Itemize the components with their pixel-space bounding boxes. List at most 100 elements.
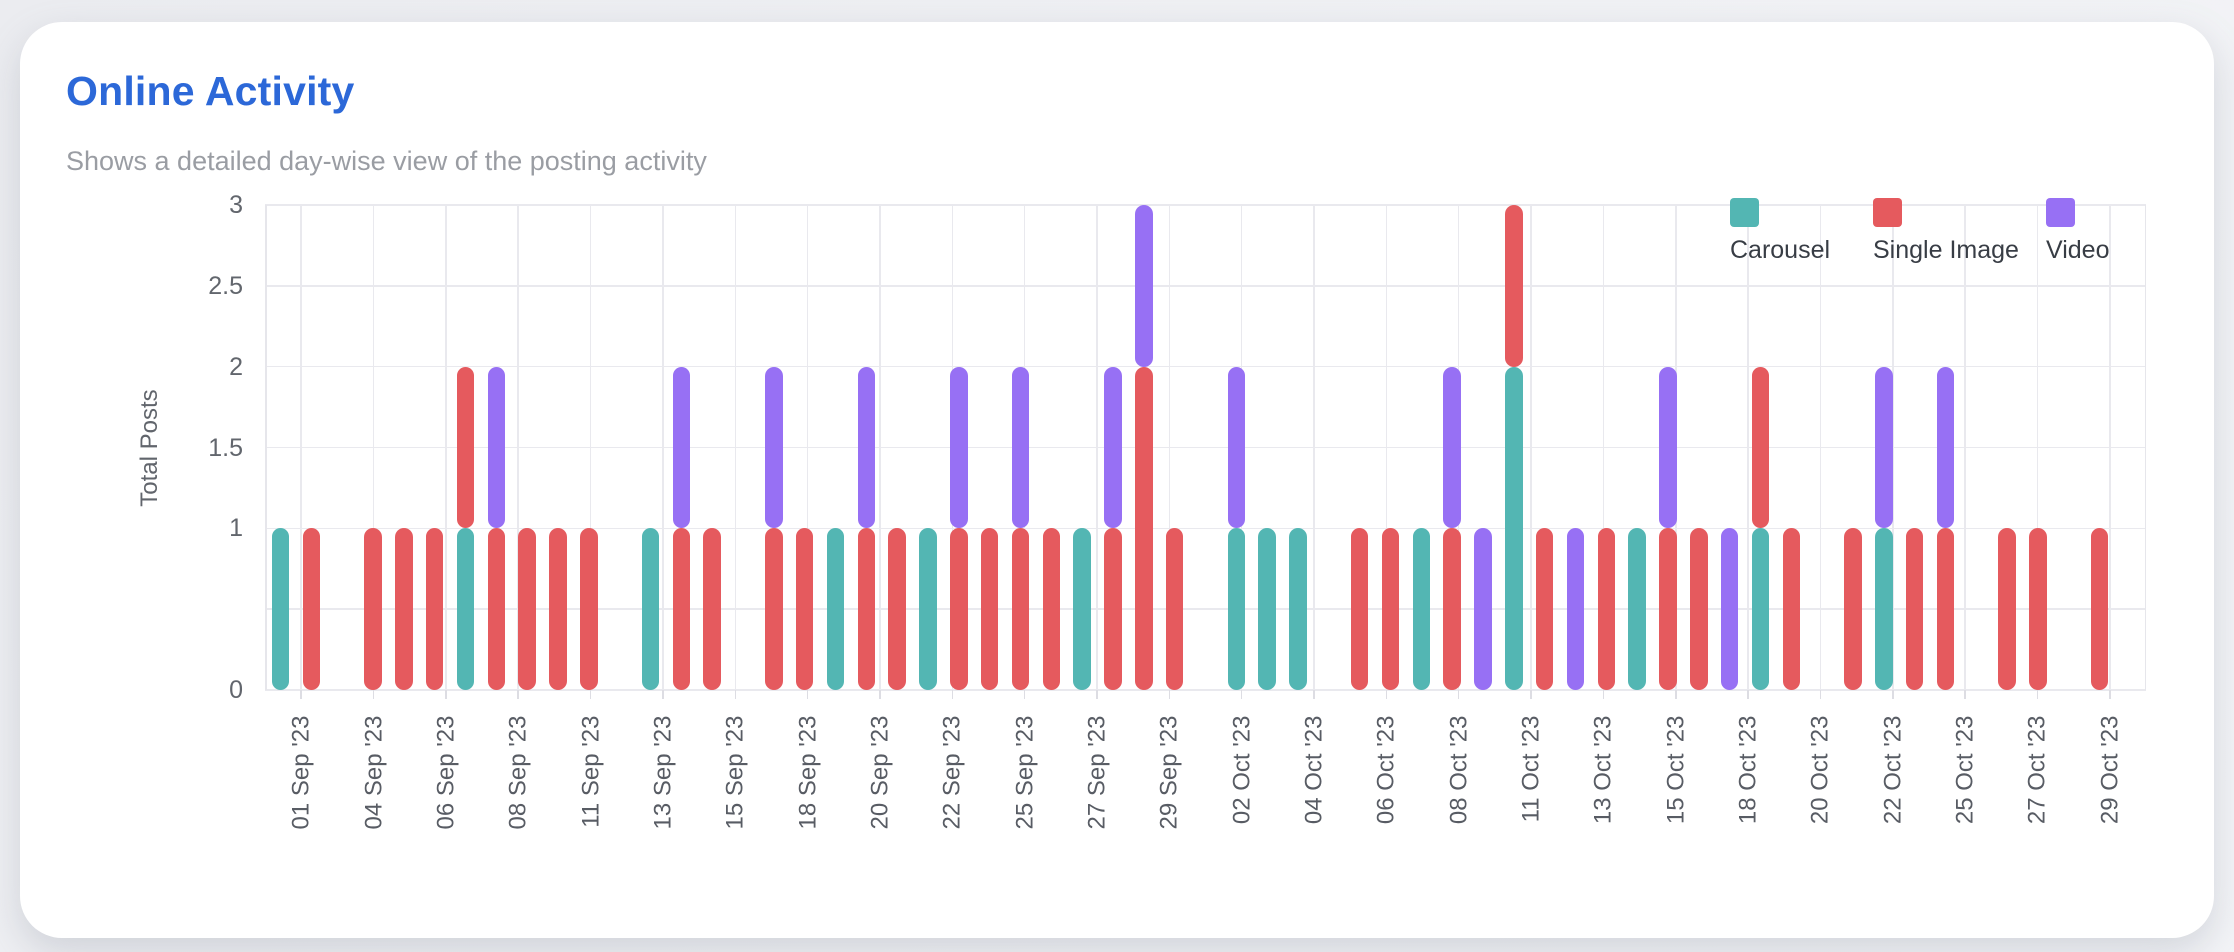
- bar-segment-single_image-17-Oct-23[interactable]: [1690, 528, 1708, 690]
- bar-segment-single_image-28-Sep-23[interactable]: [1104, 528, 1122, 690]
- bar-segment-carousel-22-Sep-23[interactable]: [919, 528, 937, 690]
- x-axis-tick: [1892, 690, 1894, 699]
- x-axis-tick: [517, 690, 519, 699]
- x-axis-tick-label: 20 Sep '23: [866, 715, 894, 830]
- bar-segment-single_image-30-Oct-23[interactable]: [2090, 528, 2109, 690]
- bar-segment-video-02-Oct-23[interactable]: [1227, 366, 1246, 529]
- x-axis-tick-label: 04 Oct '23: [1300, 715, 1328, 825]
- bar-segment-single_image-05-Sep-23[interactable]: [395, 528, 413, 690]
- bar-segment-single_image-24-Sep-23[interactable]: [980, 528, 999, 690]
- x-axis-tick: [1240, 690, 1243, 699]
- bar-segment-single_image-06-Oct-23[interactable]: [1350, 528, 1369, 690]
- bar-segment-single_image-06-Sep-23[interactable]: [425, 528, 444, 690]
- bar-segment-single_image-19-Oct-23[interactable]: [1751, 366, 1770, 529]
- bar-segment-carousel-04-Oct-23[interactable]: [1289, 528, 1307, 690]
- bar-segment-carousel-27-Sep-23[interactable]: [1073, 528, 1091, 690]
- x-axis-tick-label: 02 Oct '23: [1228, 715, 1256, 825]
- bar-segment-video-09-Oct-23[interactable]: [1443, 366, 1461, 529]
- bar-segment-carousel-08-Oct-23[interactable]: [1412, 528, 1431, 690]
- bar-segment-single_image-16-Oct-23[interactable]: [1659, 528, 1677, 690]
- x-axis-tick-label: 18 Oct '23: [1734, 715, 1762, 825]
- bar-segment-single_image-23-Sep-23[interactable]: [950, 528, 968, 690]
- bar-segment-video-18-Oct-23[interactable]: [1720, 528, 1739, 690]
- bar-segment-single_image-12-Oct-23[interactable]: [1535, 528, 1554, 690]
- x-axis-tick-label: 18 Sep '23: [794, 715, 822, 830]
- bar-segment-single_image-18-Sep-23[interactable]: [795, 528, 814, 690]
- bar-segment-single_image-11-Oct-23[interactable]: [1505, 205, 1523, 367]
- bar-segment-single_image-08-Sep-23[interactable]: [487, 528, 506, 690]
- bar-segment-single_image-09-Oct-23[interactable]: [1443, 528, 1461, 690]
- bar-segment-carousel-23-Oct-23[interactable]: [1875, 528, 1893, 690]
- bar-segment-video-25-Sep-23[interactable]: [1011, 366, 1030, 529]
- legend-item-carousel[interactable]: Carousel: [1730, 198, 1830, 265]
- x-axis-tick: [1819, 690, 1822, 699]
- y-axis-tick-label: 1.5: [208, 433, 243, 462]
- bar-segment-carousel-03-Oct-23[interactable]: [1258, 528, 1276, 690]
- bar-segment-video-28-Sep-23[interactable]: [1104, 366, 1122, 529]
- x-gridline: [2036, 205, 2039, 690]
- bar-segment-single_image-25-Oct-23[interactable]: [1936, 528, 1955, 690]
- bar-segment-carousel-01-Sep-23[interactable]: [271, 528, 290, 690]
- legend-item-video[interactable]: Video: [2046, 198, 2110, 265]
- bar-segment-single_image-20-Sep-23[interactable]: [857, 528, 876, 690]
- y-gridline: [265, 204, 2146, 206]
- bar-segment-single_image-29-Sep-23[interactable]: [1135, 366, 1153, 690]
- bar-segment-single_image-10-Sep-23[interactable]: [549, 528, 567, 690]
- bar-segment-carousel-07-Sep-23[interactable]: [456, 528, 475, 690]
- bar-segment-single_image-04-Sep-23[interactable]: [364, 528, 382, 690]
- x-axis-tick-label: 15 Sep '23: [721, 715, 749, 830]
- bar-segment-single_image-25-Sep-23[interactable]: [1011, 528, 1030, 690]
- bar-segment-single_image-11-Sep-23[interactable]: [580, 528, 598, 690]
- bar-segment-carousel-11-Oct-23[interactable]: [1505, 366, 1523, 690]
- bar-segment-single_image-30-Sep-23[interactable]: [1165, 528, 1184, 690]
- bar-segment-video-10-Oct-23[interactable]: [1474, 528, 1492, 690]
- bar-segment-video-25-Oct-23[interactable]: [1936, 366, 1955, 529]
- bar-segment-single_image-15-Sep-23[interactable]: [703, 528, 721, 690]
- bar-segment-single_image-27-Oct-23[interactable]: [1998, 528, 2016, 690]
- bar-segment-video-08-Sep-23[interactable]: [487, 366, 506, 529]
- bar-segment-single_image-09-Sep-23[interactable]: [518, 528, 536, 690]
- bar-segment-video-23-Sep-23[interactable]: [950, 366, 968, 529]
- x-axis-tick: [2036, 690, 2039, 699]
- bar-segment-single_image-24-Oct-23[interactable]: [1905, 528, 1924, 690]
- legend-label-video: Video: [2046, 236, 2110, 264]
- bar-segment-single_image-28-Oct-23[interactable]: [2029, 528, 2047, 690]
- y-gridline: [265, 285, 2146, 287]
- x-axis-tick: [2109, 690, 2111, 699]
- x-gridline: [517, 205, 519, 690]
- x-gridline: [445, 205, 447, 690]
- bar-segment-carousel-19-Sep-23[interactable]: [826, 528, 845, 690]
- y-gridline: [265, 689, 2146, 691]
- bar-segment-video-29-Sep-23[interactable]: [1135, 205, 1153, 367]
- bar-segment-carousel-15-Oct-23[interactable]: [1628, 528, 1646, 690]
- x-axis-tick: [1530, 690, 1532, 699]
- bar-segment-carousel-02-Oct-23[interactable]: [1227, 528, 1246, 690]
- bar-segment-single_image-22-Oct-23[interactable]: [1844, 528, 1862, 690]
- bar-segment-carousel-13-Sep-23[interactable]: [641, 528, 660, 690]
- x-gridline: [372, 205, 375, 690]
- x-axis-tick: [1385, 690, 1388, 699]
- bar-segment-single_image-07-Oct-23[interactable]: [1381, 528, 1400, 690]
- x-axis-tick: [951, 690, 954, 699]
- bar-segment-single_image-26-Sep-23[interactable]: [1042, 528, 1061, 690]
- bar-segment-single_image-07-Sep-23[interactable]: [456, 366, 475, 529]
- legend-item-single_image[interactable]: Single Image: [1873, 198, 2019, 265]
- bar-segment-single_image-17-Sep-23[interactable]: [765, 528, 783, 690]
- bar-segment-video-13-Oct-23[interactable]: [1566, 528, 1585, 690]
- x-axis-tick: [879, 690, 881, 699]
- bar-segment-video-14-Sep-23[interactable]: [672, 366, 691, 529]
- legend-swatch-carousel: [1730, 198, 1759, 227]
- x-gridline: [2109, 205, 2111, 690]
- bar-segment-single_image-21-Sep-23[interactable]: [888, 528, 906, 690]
- bar-segment-video-23-Oct-23[interactable]: [1875, 366, 1893, 529]
- x-axis-tick: [1096, 690, 1098, 699]
- bar-segment-carousel-19-Oct-23[interactable]: [1751, 528, 1770, 690]
- bar-segment-video-16-Oct-23[interactable]: [1659, 366, 1677, 529]
- bar-segment-video-17-Sep-23[interactable]: [765, 366, 783, 529]
- bar-segment-single_image-20-Oct-23[interactable]: [1782, 528, 1801, 690]
- x-axis-tick: [734, 690, 736, 699]
- bar-segment-video-20-Sep-23[interactable]: [857, 366, 876, 529]
- bar-segment-single_image-14-Oct-23[interactable]: [1597, 528, 1616, 690]
- bar-segment-single_image-14-Sep-23[interactable]: [672, 528, 691, 690]
- bar-segment-single_image-02-Sep-23[interactable]: [302, 528, 320, 690]
